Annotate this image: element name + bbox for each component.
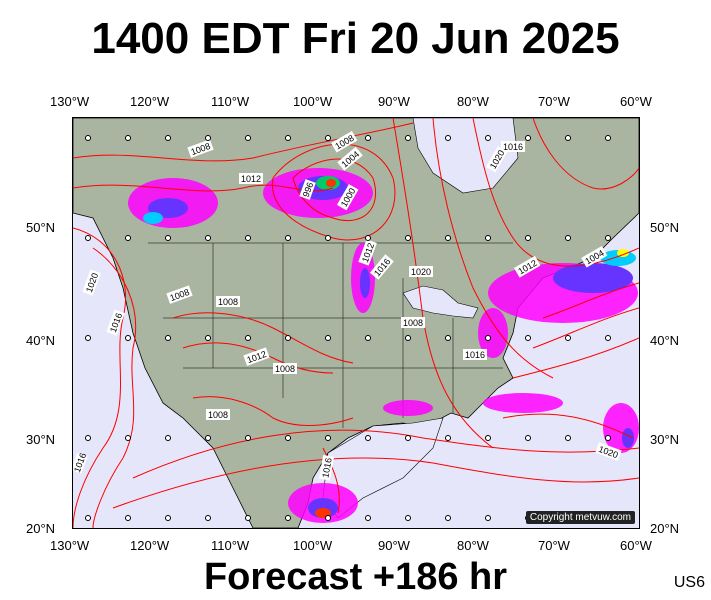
lat-label-30n-right: 30°N — [650, 432, 680, 447]
lat-label-50n-right: 50°N — [650, 220, 680, 235]
lon-label-130w-bottom: 130°W — [50, 538, 90, 553]
lon-label-100w-bottom: 100°W — [293, 538, 333, 553]
isobar-label: 1008 — [403, 318, 423, 328]
isobar-label: 1012 — [241, 174, 261, 184]
isobar-label: 1016 — [320, 457, 333, 478]
lat-label-50n-left: 50°N — [26, 220, 56, 235]
precip-areas — [128, 168, 639, 523]
lon-label-80w-top: 80°W — [457, 94, 489, 109]
lon-label-70w-bottom: 70°W — [538, 538, 570, 553]
isobar-label: 996 — [301, 181, 316, 199]
isobar-label: 1008 — [275, 364, 295, 374]
lon-label-120w-bottom: 120°W — [130, 538, 170, 553]
wind-stations — [85, 135, 611, 521]
lon-label-60w-top: 60°W — [620, 94, 652, 109]
isobar-label: 1008 — [218, 297, 238, 307]
lon-label-90w-top: 90°W — [378, 94, 410, 109]
lon-label-130w-top: 130°W — [50, 94, 90, 109]
lat-label-20n-right: 20°N — [650, 521, 680, 536]
lat-label-40n-right: 40°N — [650, 333, 680, 348]
lon-label-60w-bottom: 60°W — [620, 538, 652, 553]
forecast-label: Forecast +186 hr — [203, 556, 508, 598]
isobar-label: 1020 — [84, 272, 100, 294]
map-canvas: 1008 1012 1004 1000 996 1008 — [73, 118, 639, 528]
region-code: US6 — [673, 574, 705, 591]
weather-map: 1008 1012 1004 1000 996 1008 — [72, 117, 640, 529]
lon-label-120w-top: 120°W — [130, 94, 170, 109]
lon-label-80w-bottom: 80°W — [457, 538, 489, 553]
isobar-label-group: 1008 1012 1004 1000 996 1008 — [73, 130, 622, 481]
hudson-bay — [412, 118, 519, 194]
lat-label-30n-left: 30°N — [26, 432, 56, 447]
lon-label-70w-top: 70°W — [538, 94, 570, 109]
lon-label-110w-bottom: 110°W — [211, 538, 250, 553]
lon-label-90w-bottom: 90°W — [378, 538, 410, 553]
copyright-badge[interactable]: Copyright metvuw.com — [525, 511, 635, 524]
lon-label-100w-top: 100°W — [293, 94, 333, 109]
isobar-label: 1008 — [208, 410, 228, 420]
map-title: 1400 EDT Fri 20 Jun 2025 — [91, 14, 620, 63]
lat-label-40n-left: 40°N — [26, 333, 56, 348]
isobar-label: 1016 — [465, 350, 485, 360]
lon-label-110w-top: 110°W — [211, 94, 250, 109]
isobar-label: 1016 — [73, 452, 88, 474]
isobar-label: 1020 — [411, 267, 431, 277]
lat-label-20n-left: 20°N — [26, 521, 56, 536]
isobar-label: 1016 — [503, 142, 523, 152]
